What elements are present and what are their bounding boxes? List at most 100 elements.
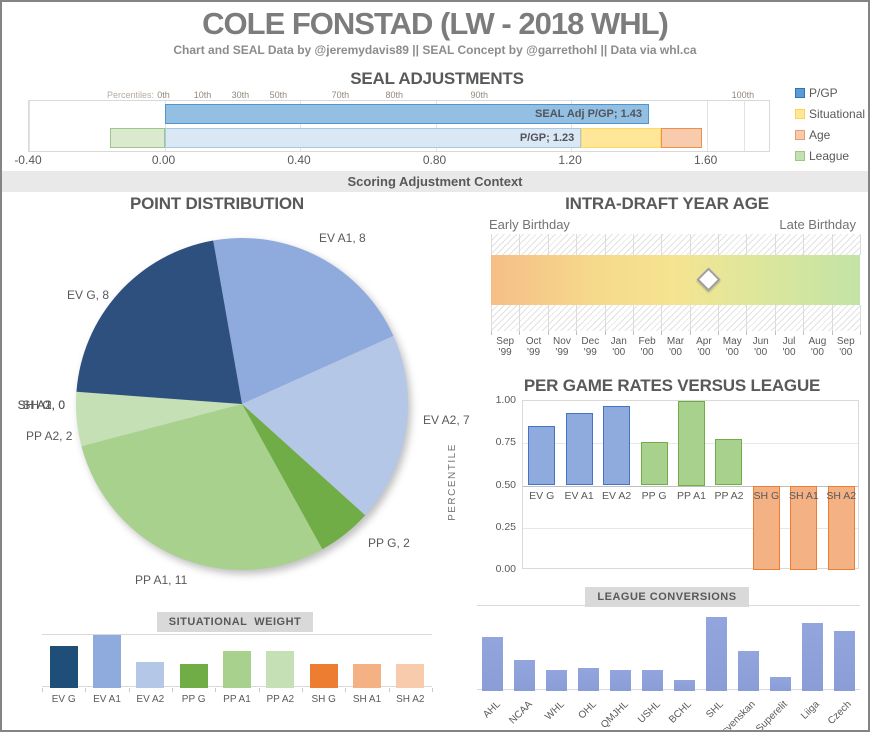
age-gridline [576, 234, 578, 255]
age-gridline [746, 305, 748, 331]
month-year: '00 [725, 347, 739, 358]
age-gridline [774, 305, 776, 331]
age-axis-tick [547, 331, 549, 335]
situational-category-label: SH A2 [396, 694, 425, 705]
league-conversions-title: LEAGUE CONVERSIONS [585, 587, 749, 607]
situational-bar-sh-a1 [353, 664, 381, 688]
age-axis-tick [774, 331, 776, 335]
month-label: Sep '99 [491, 336, 519, 358]
rates-category-label: PP A2 [714, 489, 744, 502]
age-gridline [604, 305, 606, 331]
league-bar-czech [833, 630, 855, 691]
age-gridline [803, 234, 805, 255]
league-bar-ohl [578, 668, 600, 691]
rates-bar-ev-a1 [565, 412, 593, 486]
pie-slice-pp-a2 [76, 391, 242, 447]
month-name: Nov [553, 336, 571, 347]
month-label: Jun '00 [746, 336, 774, 358]
age-axis-tick [689, 331, 691, 335]
month-label: Nov '99 [548, 336, 576, 358]
month-year: '99 [583, 347, 597, 358]
age-gridline [803, 305, 805, 331]
percentile-mark: 100th [731, 90, 755, 100]
month-year: '00 [668, 347, 682, 358]
gridline [435, 101, 437, 151]
month-year: '00 [612, 347, 626, 358]
month-name: Oct [525, 336, 542, 347]
situational-bar-pp-a1 [223, 651, 251, 688]
rates-bar-pp-g [640, 441, 668, 486]
rates-category-label: SH G [753, 489, 780, 502]
age-gridline [860, 305, 861, 331]
league-bar-ushl [642, 669, 664, 691]
month-name: Sep [836, 336, 855, 347]
age-axis-tick [746, 331, 748, 335]
age-gridline [831, 234, 833, 255]
per-game-rates-chart: EV G EV A1 EV A2 PP G PP A1 PP A2 SH G SH A1 SH … [522, 400, 859, 570]
rates-category-label: EV G [529, 489, 555, 502]
league-category-label: BCHL [667, 699, 695, 726]
league-category-label: QMJHL [598, 699, 631, 731]
month-year: '00 [697, 347, 711, 358]
month-name: Feb [638, 336, 656, 347]
age-axis-tick [519, 331, 521, 335]
month-year: '00 [754, 347, 768, 358]
league-category-label: NCAA [507, 699, 535, 727]
month-year: '00 [782, 347, 796, 358]
seal-adjustments-chart: SEAL Adj P/GP; 1.43 P/GP; 1.23 [28, 100, 770, 152]
age-gridline [860, 234, 861, 255]
league-bar-shl [705, 617, 727, 691]
percentile-mark: 50th [269, 90, 288, 100]
league-bar-liiga [801, 623, 823, 691]
age-axis-tick [632, 331, 634, 335]
situational-bar-ev-g [49, 645, 78, 688]
rates-category-label: PP A1 [676, 489, 706, 502]
legend-label: Age [809, 128, 831, 142]
month-name: Jul [782, 336, 796, 347]
league-bar-ahl [482, 636, 504, 691]
league-category-label: SHL [704, 699, 727, 721]
month-name: Mar [666, 336, 685, 347]
point-distribution-title: POINT DISTRIBUTION [130, 194, 304, 213]
age-gridline [604, 234, 606, 255]
month-name: Sep [496, 336, 515, 347]
league-bar-ncaa [514, 660, 536, 691]
rates-bar-ev-g [528, 426, 556, 486]
situational-bar-sh-a2 [396, 663, 425, 688]
month-name: Dec [581, 336, 600, 347]
month-year: '99 [498, 347, 512, 358]
league-swatch-icon [795, 151, 805, 161]
age-axis-tick [803, 331, 805, 335]
rates-ytick: 0.25 [495, 520, 516, 533]
percentile-axis-title: PERCENTILE [447, 443, 458, 521]
situational-axis-tick [128, 688, 130, 692]
situational-category-label: EV A2 [136, 694, 165, 705]
rates-gridline [523, 485, 858, 487]
per-game-rates-title: PER GAME RATES VERSUS LEAGUE [523, 376, 821, 395]
month-name: Jan [610, 336, 627, 347]
rates-category-label: SH A1 [788, 489, 819, 502]
situational-category-label: SH G [311, 694, 336, 705]
seal-axis-tick: 1.20 [558, 153, 582, 167]
age-gridline [547, 305, 549, 331]
seal-segment-p-gp: SEAL Adj P/GP; 1.43 [164, 104, 650, 124]
situational-axis-tick [85, 688, 87, 692]
pie-label-ev-g: EV G, 8 [67, 288, 110, 302]
league-bar-whl [546, 669, 568, 691]
age-gridline [632, 305, 634, 331]
rates-bar-sh-g [752, 485, 780, 570]
rates-bar-sh-a1 [790, 485, 818, 570]
gridline [164, 101, 166, 151]
month-year: '00 [640, 347, 654, 358]
pie-label-pp-g: PP G, 2 [368, 536, 410, 550]
rates-category-label: SH A2 [826, 489, 857, 502]
league-category-label: Liiga [799, 699, 822, 722]
gridline [571, 101, 573, 151]
gridline [300, 101, 302, 151]
situational-category-label: PP A2 [266, 694, 295, 705]
legend-label: League [809, 149, 850, 163]
age-gridline [519, 305, 521, 331]
month-name: Apr [696, 336, 712, 347]
situational-category-label: SH A1 [352, 694, 382, 705]
situational-axis-tick [172, 688, 173, 692]
